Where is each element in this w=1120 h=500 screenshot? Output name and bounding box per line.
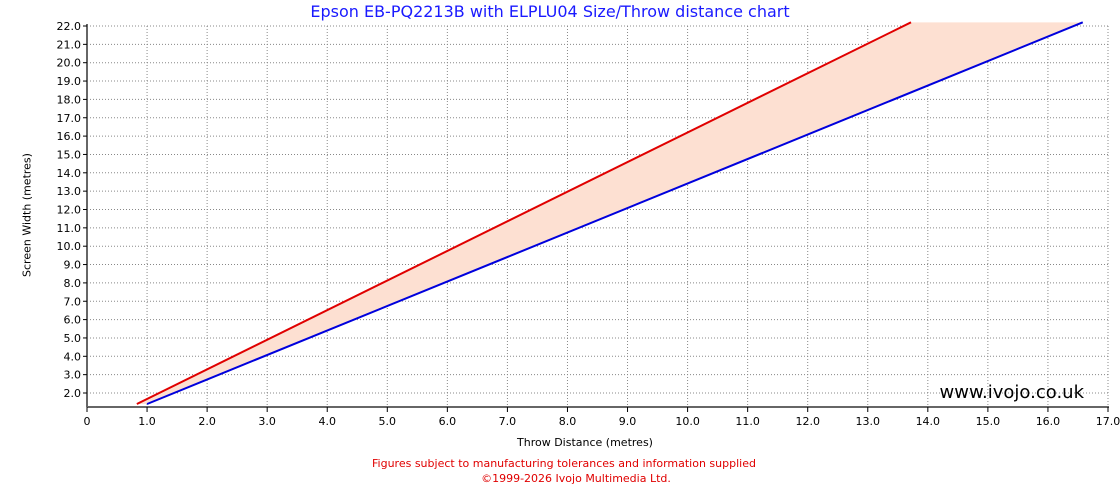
svg-text:16.0: 16.0 [57, 130, 82, 143]
svg-text:0: 0 [84, 415, 91, 428]
y-axis-ticks: 2.0 3.0 4.0 5.0 6.0 7.0 8.0 9.0 10.0 11.0 12.0 13.0… [57, 20, 87, 400]
svg-text:10.0: 10.0 [57, 240, 82, 253]
svg-text:22.0: 22.0 [57, 20, 82, 33]
svg-text:1.0: 1.0 [138, 415, 156, 428]
svg-text:12.0: 12.0 [57, 204, 82, 217]
axes [86, 24, 1109, 408]
svg-text:2.0: 2.0 [64, 387, 82, 400]
svg-text:9.0: 9.0 [64, 259, 82, 272]
disclaimer-text: Figures subject to manufacturing toleran… [372, 457, 756, 470]
svg-text:13.0: 13.0 [57, 185, 82, 198]
svg-text:11.0: 11.0 [57, 222, 82, 235]
svg-text:4.0: 4.0 [64, 350, 82, 363]
grid-lines [87, 25, 1109, 407]
svg-text:5.0: 5.0 [379, 415, 397, 428]
svg-text:11.0: 11.0 [735, 415, 760, 428]
svg-text:8.0: 8.0 [64, 277, 82, 290]
x-axis-ticks: 0 1.0 2.0 3.0 4.0 5.0 6.0 7.0 8.0 9.0 10.0 11.0 12.0… [84, 407, 1120, 428]
svg-text:4.0: 4.0 [318, 415, 336, 428]
x-axis-label: Throw Distance (metres) [517, 436, 653, 449]
svg-text:17.0: 17.0 [1096, 415, 1120, 428]
svg-text:5.0: 5.0 [64, 332, 82, 345]
svg-text:14.0: 14.0 [57, 167, 82, 180]
svg-text:9.0: 9.0 [619, 415, 637, 428]
max-throw-line [146, 21, 1084, 405]
svg-text:14.0: 14.0 [916, 415, 941, 428]
chart-title: Epson EB-PQ2213B with ELPLU04 Size/Throw… [310, 2, 790, 21]
svg-text:3.0: 3.0 [258, 415, 276, 428]
svg-text:17.0: 17.0 [57, 112, 82, 125]
svg-text:18.0: 18.0 [57, 93, 82, 106]
svg-text:12.0: 12.0 [795, 415, 820, 428]
svg-text:21.0: 21.0 [57, 38, 82, 51]
svg-text:20.0: 20.0 [57, 57, 82, 70]
svg-text:19.0: 19.0 [57, 75, 82, 88]
svg-text:7.0: 7.0 [64, 295, 82, 308]
min-throw-line [136, 21, 912, 405]
svg-text:7.0: 7.0 [499, 415, 517, 428]
watermark: www.ivojo.co.uk [940, 382, 1085, 403]
svg-text:6.0: 6.0 [64, 314, 82, 327]
svg-text:8.0: 8.0 [559, 415, 577, 428]
svg-text:16.0: 16.0 [1036, 415, 1061, 428]
copyright-text: ©1999-2026 Ivojo Multimedia Ltd. [481, 472, 671, 485]
svg-text:3.0: 3.0 [64, 369, 82, 382]
svg-text:15.0: 15.0 [57, 148, 82, 161]
svg-text:15.0: 15.0 [976, 415, 1001, 428]
svg-text:13.0: 13.0 [856, 415, 881, 428]
svg-text:2.0: 2.0 [198, 415, 216, 428]
svg-text:6.0: 6.0 [439, 415, 457, 428]
svg-text:10.0: 10.0 [675, 415, 700, 428]
